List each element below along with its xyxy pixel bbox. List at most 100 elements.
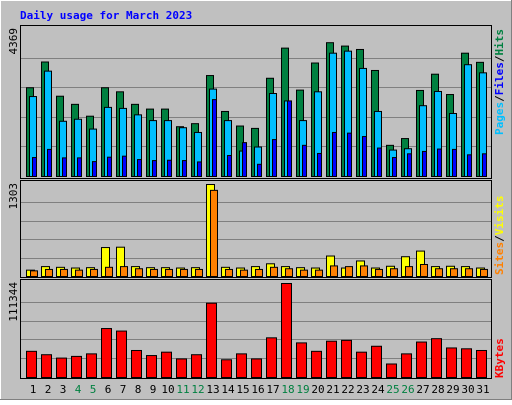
kbytes-bar [371, 345, 382, 378]
sites-bar [450, 268, 458, 277]
pages-bar [302, 144, 307, 178]
pages-bar [167, 159, 172, 178]
visits-legend: Sites/Visits [493, 196, 506, 276]
sites-bar [150, 268, 158, 277]
sites-bar [30, 270, 38, 278]
pages-bar [137, 159, 142, 177]
x-tick-label: 21 [326, 383, 339, 396]
kbytes-bar [401, 353, 412, 378]
kbytes-bar [236, 353, 247, 378]
x-tick-label: 27 [416, 383, 429, 396]
x-tick-label: 17 [266, 383, 279, 396]
kbytes-bar [26, 350, 37, 379]
kbytes-bar [161, 351, 172, 379]
kbytes-bar [386, 363, 397, 378]
panel-visits-frame [20, 180, 492, 278]
sites-bar [420, 263, 428, 277]
x-tick-label: 20 [311, 383, 324, 396]
pages-bar [152, 160, 157, 177]
kbytes-bar [356, 351, 367, 379]
sites-bar [315, 269, 323, 278]
chart-title: Daily usage for March 2023 [20, 9, 192, 22]
sites-bar [255, 268, 263, 277]
sites-bar [345, 266, 353, 277]
x-tick-label: 2 [45, 383, 52, 396]
panel-hits-frame [20, 25, 492, 179]
x-tick-label: 19 [296, 383, 309, 396]
pages-bar [452, 148, 457, 178]
legend-hits: Hits [493, 29, 506, 56]
pages-bar [362, 136, 367, 177]
sites-bar [285, 268, 293, 277]
legend-sep-3: / [493, 235, 506, 242]
x-tick-label: 12 [191, 383, 204, 396]
panel-kbytes-frame [20, 279, 492, 379]
kbytes-bar [176, 358, 187, 379]
sites-bar [360, 265, 368, 278]
x-tick-label: 13 [206, 383, 219, 396]
x-tick-label: 31 [476, 383, 489, 396]
sites-bar [120, 266, 128, 277]
pages-bar [317, 152, 322, 177]
kbytes-bar [326, 340, 337, 378]
sites-bar [90, 268, 98, 277]
sites-bar [270, 266, 278, 277]
kbytes-max-label: 111344 [7, 282, 20, 322]
x-tick-label: 25 [386, 383, 399, 396]
hits-max-label: 4369 [7, 28, 20, 55]
sites-bar [300, 269, 308, 278]
x-tick-label: 30 [461, 383, 474, 396]
sites-bar [135, 268, 143, 277]
x-tick-label: 10 [161, 383, 174, 396]
x-tick-label: 11 [176, 383, 189, 396]
pages-bar [122, 155, 127, 178]
x-tick-label: 6 [105, 383, 112, 396]
pages-bar [227, 154, 232, 177]
sites-bar [210, 189, 218, 277]
legend-sep-1: / [493, 95, 506, 102]
pages-bar [437, 148, 442, 178]
sites-bar [240, 269, 248, 278]
kbytes-bar [191, 354, 202, 379]
x-tick-label: 28 [431, 383, 444, 396]
pages-bar [257, 163, 262, 178]
x-tick-label: 23 [356, 383, 369, 396]
pages-bar [77, 157, 82, 177]
sites-bar [75, 269, 83, 278]
sites-bar [225, 268, 233, 277]
kbytes-bar [131, 349, 142, 378]
legend-visits: Visits [493, 196, 506, 236]
sites-bar [480, 268, 488, 277]
x-tick-label: 7 [120, 383, 127, 396]
visits-max-label: 1303 [7, 183, 20, 210]
kbytes-bar [311, 350, 322, 379]
legend-pages: Pages [493, 102, 506, 135]
x-tick-label: 26 [401, 383, 414, 396]
sites-bar [195, 268, 203, 277]
legend-files: Files [493, 62, 506, 95]
hits-legend: Pages/Files/Hits [493, 29, 506, 135]
pages-bar [332, 131, 337, 177]
pages-bar [197, 161, 202, 177]
bar-layer [26, 42, 488, 379]
x-tick-label: 15 [236, 383, 249, 396]
x-tick-label: 9 [150, 383, 157, 396]
x-tick-label: 8 [135, 383, 142, 396]
pages-bar [422, 150, 427, 178]
kbytes-bar [221, 359, 232, 378]
kbytes-bar [101, 328, 112, 379]
sites-bar [45, 268, 53, 277]
pages-bar [347, 132, 352, 178]
x-tick-label: 4 [75, 383, 82, 396]
pages-bar [482, 153, 487, 177]
x-tick-label: 29 [446, 383, 459, 396]
x-tick-label: 3 [60, 383, 67, 396]
kbytes-bar [476, 349, 487, 378]
x-tick-label: 5 [90, 383, 97, 396]
pages-bar [392, 157, 397, 177]
legend-sites: Sites [493, 242, 506, 275]
kbytes-bar [281, 283, 292, 378]
